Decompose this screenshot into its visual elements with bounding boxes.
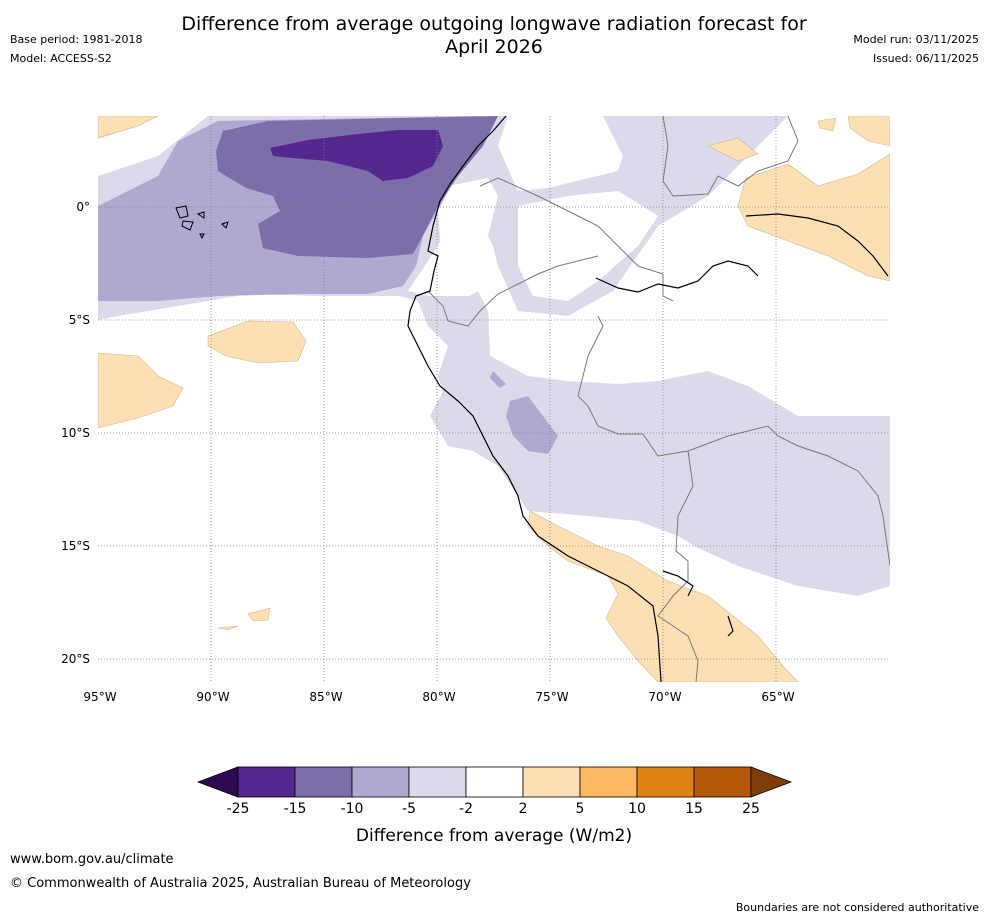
colorbar-tick: 25 [742,801,760,817]
colorbar-tick: -2 [459,801,473,817]
colorbar-cell [693,766,752,798]
lon-label: 85°W [309,690,343,704]
title-line-2: April 2026 [445,36,543,58]
lat-label: 10°S [61,426,90,440]
colorbar-cell [522,766,581,798]
forecast-map [98,116,890,682]
anomaly-zone-minus15 [270,130,443,181]
boundary-disclaimer: Boundaries are not considered authoritat… [735,901,979,914]
coastline [407,116,889,682]
colorbar [196,766,793,798]
colorbar-cell [237,766,296,798]
copyright-notice: © Commonwealth of Australia 2025, Austra… [10,876,471,891]
colorbar-cell [579,766,638,798]
lat-label: 15°S [61,539,90,553]
colorbar-under-arrow [196,766,239,798]
galapagos-islands [175,205,229,240]
colorbar-cell [636,766,695,798]
colorbar-cell [465,766,524,798]
colorbar-cell [351,766,410,798]
colorbar-title: Difference from average (W/m2) [355,826,633,846]
colorbar-tick: -10 [340,801,364,817]
lat-label: 5°S [68,313,90,327]
colorbar-tick: 15 [685,801,703,817]
lon-label: 70°W [648,690,682,704]
colorbar-tick: -25 [226,801,250,817]
base-period: Base period: 1981-2018 [10,33,143,46]
colorbar-cell [294,766,353,798]
lon-label: 75°W [535,690,569,704]
lon-label: 90°W [196,690,230,704]
colorbar-tick: -15 [283,801,307,817]
lon-label: 95°W [83,690,117,704]
website-link[interactable]: www.bom.gov.au/climate [10,852,174,867]
colorbar-over-arrow [750,766,793,798]
colorbar-tick: 10 [628,801,646,817]
title-line-1: Difference from average outgoing longwav… [181,13,807,35]
model-run: Model run: 03/11/2025 [853,33,979,46]
page-title: Difference from average outgoing longwav… [0,13,988,59]
lon-label: 65°W [761,690,795,704]
country-borders [427,116,890,682]
colorbar-tick: 2 [518,801,528,817]
neutral-zone [438,178,658,301]
issued-date: Issued: 06/11/2025 [872,52,979,65]
colorbar-tick: 5 [575,801,585,817]
lat-label: 20°S [61,652,90,666]
lat-label: 0° [76,200,90,214]
model-name: Model: ACCESS-S2 [10,52,112,65]
lon-label: 80°W [422,690,456,704]
colorbar-cell [408,766,467,798]
graticule [98,116,890,682]
colorbar-tick: -5 [402,801,416,817]
